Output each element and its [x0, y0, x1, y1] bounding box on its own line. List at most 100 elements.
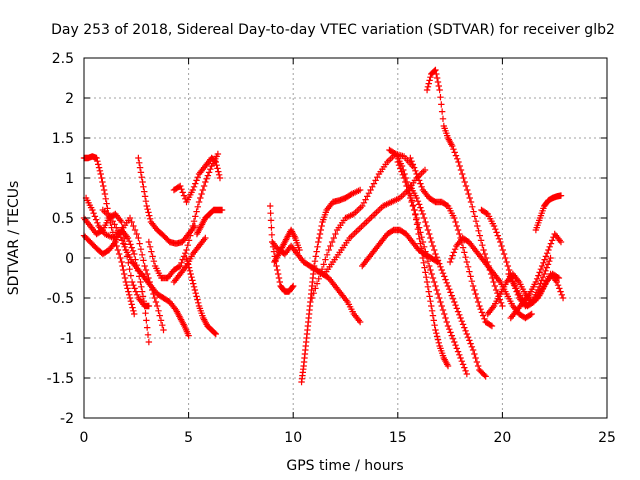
data-point — [182, 250, 189, 257]
series-arc-s — [386, 146, 452, 370]
data-point — [328, 238, 336, 246]
data-point — [146, 212, 153, 219]
data-point — [92, 216, 100, 223]
data-point — [148, 248, 155, 255]
data-point — [490, 222, 498, 230]
data-point — [427, 234, 434, 242]
data-point — [456, 230, 463, 238]
data-point — [193, 293, 200, 300]
data-point — [126, 294, 134, 302]
data-point — [149, 253, 156, 260]
data-point — [466, 194, 473, 202]
data-point — [456, 162, 463, 170]
data-point — [178, 259, 185, 266]
data-point — [477, 306, 484, 313]
data-point — [131, 310, 138, 318]
data-point — [538, 277, 545, 284]
data-point — [498, 242, 505, 250]
data-point — [118, 218, 125, 226]
data-point — [481, 315, 488, 322]
data-point — [541, 256, 548, 263]
data-point — [100, 186, 108, 194]
y-axis-title: SDTVAR / TECUs — [6, 181, 22, 296]
data-point — [433, 74, 441, 82]
data-point — [178, 186, 185, 193]
data-point — [202, 178, 209, 186]
y-tick-label: 1.5 — [52, 131, 74, 147]
data-point — [160, 326, 167, 334]
data-point — [136, 164, 144, 171]
data-point — [467, 198, 475, 206]
data-point — [442, 314, 449, 322]
data-point — [448, 142, 456, 150]
data-point — [397, 165, 404, 172]
data-point — [423, 274, 430, 281]
data-point — [274, 266, 281, 274]
data-point — [437, 298, 444, 306]
data-point — [120, 266, 127, 274]
data-point — [332, 230, 339, 238]
data-point — [195, 198, 203, 206]
data-point — [192, 180, 199, 187]
data-point — [437, 263, 444, 270]
data-point — [322, 256, 329, 263]
data-point — [139, 178, 146, 186]
data-point — [138, 174, 145, 181]
data-point — [467, 340, 474, 347]
data-point — [93, 154, 100, 162]
data-point — [94, 158, 101, 165]
data-point — [458, 358, 466, 365]
x-tick-label: 0 — [80, 430, 89, 446]
data-point — [211, 330, 219, 337]
data-point — [443, 279, 450, 286]
data-point — [435, 339, 443, 346]
data-point — [472, 290, 479, 298]
data-point — [452, 152, 460, 159]
data-point — [455, 158, 462, 166]
data-point — [119, 262, 126, 270]
series-arc-q — [321, 166, 429, 278]
data-point — [184, 242, 191, 249]
data-point — [185, 237, 193, 244]
data-point — [409, 161, 417, 168]
data-point — [434, 78, 442, 86]
data-point — [456, 311, 463, 318]
data-point — [448, 292, 455, 299]
data-point — [432, 66, 439, 74]
data-point — [142, 198, 150, 205]
data-point — [425, 230, 433, 238]
data-point — [412, 210, 419, 218]
chart-title: Day 253 of 2018, Sidereal Day-to-day VTE… — [51, 22, 615, 38]
series-arc-aa — [507, 230, 565, 322]
data-point — [420, 214, 428, 222]
data-point — [129, 247, 137, 254]
data-point — [124, 234, 132, 242]
data-point — [133, 230, 140, 238]
y-tick-label: -1.5 — [47, 371, 74, 387]
data-point — [127, 298, 135, 305]
data-point — [540, 259, 547, 266]
tick-marks — [83, 57, 608, 419]
data-point — [557, 238, 565, 246]
data-point — [315, 234, 323, 242]
data-point — [433, 254, 440, 261]
data-point — [193, 208, 200, 215]
data-point — [423, 278, 431, 286]
data-point — [418, 234, 425, 241]
data-point — [557, 288, 564, 295]
y-tick-label: 0 — [65, 251, 74, 267]
data-point — [140, 183, 147, 190]
data-point — [188, 227, 195, 234]
data-point — [429, 242, 437, 250]
data-point — [143, 324, 151, 331]
data-point — [137, 246, 145, 253]
data-point — [311, 258, 319, 265]
x-tick-label: 10 — [284, 430, 302, 446]
data-point — [452, 218, 459, 226]
data-point — [451, 338, 458, 346]
data-point — [556, 285, 563, 292]
data-point — [318, 266, 326, 273]
data-point — [214, 165, 221, 172]
data-point — [476, 232, 484, 239]
data-point — [462, 182, 470, 190]
